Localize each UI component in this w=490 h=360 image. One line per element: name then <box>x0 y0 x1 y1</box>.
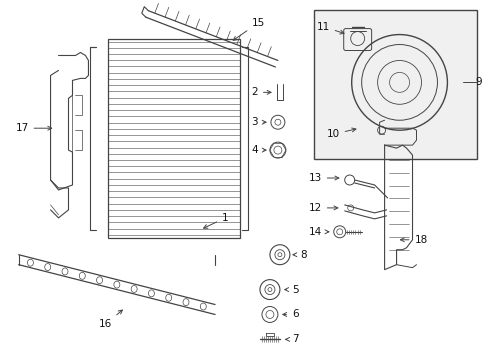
Text: 11: 11 <box>317 22 344 34</box>
Text: 13: 13 <box>309 173 339 183</box>
Text: 8: 8 <box>293 250 306 260</box>
Text: 17: 17 <box>15 123 51 133</box>
Text: 10: 10 <box>327 128 356 139</box>
Text: 7: 7 <box>286 334 298 345</box>
Text: 14: 14 <box>309 227 329 237</box>
Bar <box>108 39 240 238</box>
Text: 4: 4 <box>251 145 266 155</box>
Text: 2: 2 <box>251 87 271 97</box>
Text: 18: 18 <box>400 235 428 245</box>
Text: 5: 5 <box>285 284 298 294</box>
Text: 3: 3 <box>251 117 266 127</box>
Text: 12: 12 <box>309 203 338 213</box>
Text: 1: 1 <box>204 213 229 228</box>
Text: 16: 16 <box>99 310 122 329</box>
Text: 9: 9 <box>476 77 482 87</box>
FancyBboxPatch shape <box>314 10 477 159</box>
Text: 15: 15 <box>233 18 265 40</box>
Text: 6: 6 <box>283 310 298 319</box>
